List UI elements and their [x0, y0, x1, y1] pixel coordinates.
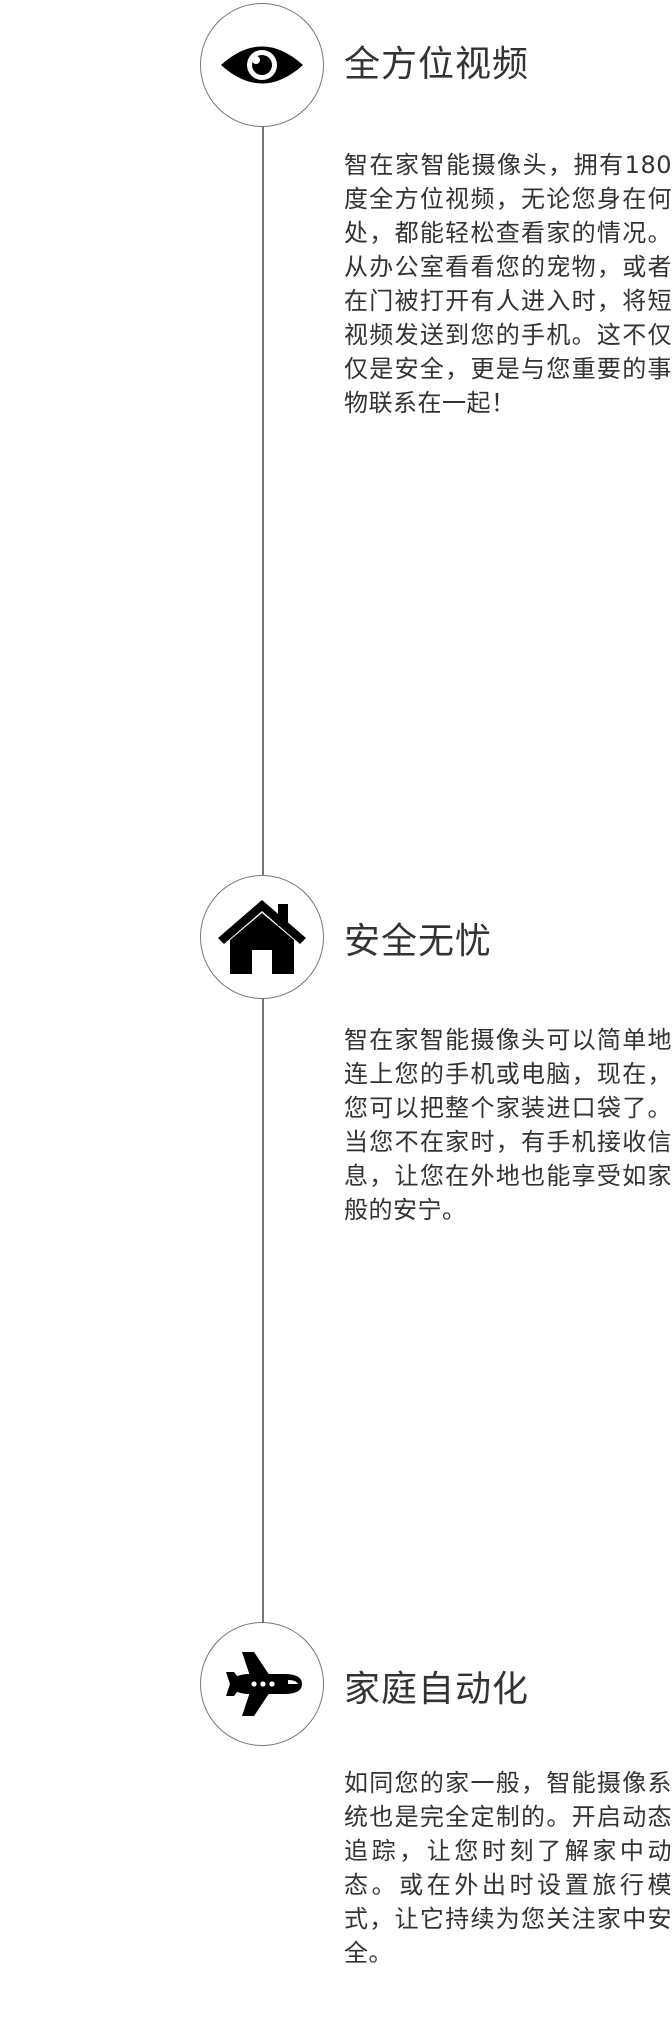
feature-description: 智在家智能摄像头可以简单地连上您的手机或电脑，现在，您可以把整个家装进口袋了。当…: [344, 1026, 672, 1224]
feature-title: 家庭自动化: [344, 1669, 530, 1710]
feature-icon-circle: [200, 3, 324, 127]
feature-description: 智在家智能摄像头，拥有180度全方位视频，无论您身在何处，都能轻松查看家的情况。…: [344, 151, 672, 417]
eye-icon: [221, 46, 303, 84]
feature-title: 安全无忧: [344, 921, 493, 962]
home-icon: [218, 900, 306, 974]
airplane-icon: [226, 1652, 302, 1716]
feature-icon-circle: [200, 1622, 324, 1746]
feature-title: 全方位视频: [344, 44, 530, 85]
feature-icon-circle: [200, 875, 324, 999]
feature-description: 如同您的家一般，智能摄像系统也是完全定制的。开启动态追踪，让您时刻了解家中动态。…: [344, 1769, 672, 1967]
